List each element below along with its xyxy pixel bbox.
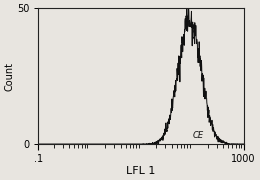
Y-axis label: Count: Count	[4, 62, 14, 91]
Text: CE: CE	[193, 131, 204, 140]
X-axis label: LFL 1: LFL 1	[126, 166, 156, 176]
